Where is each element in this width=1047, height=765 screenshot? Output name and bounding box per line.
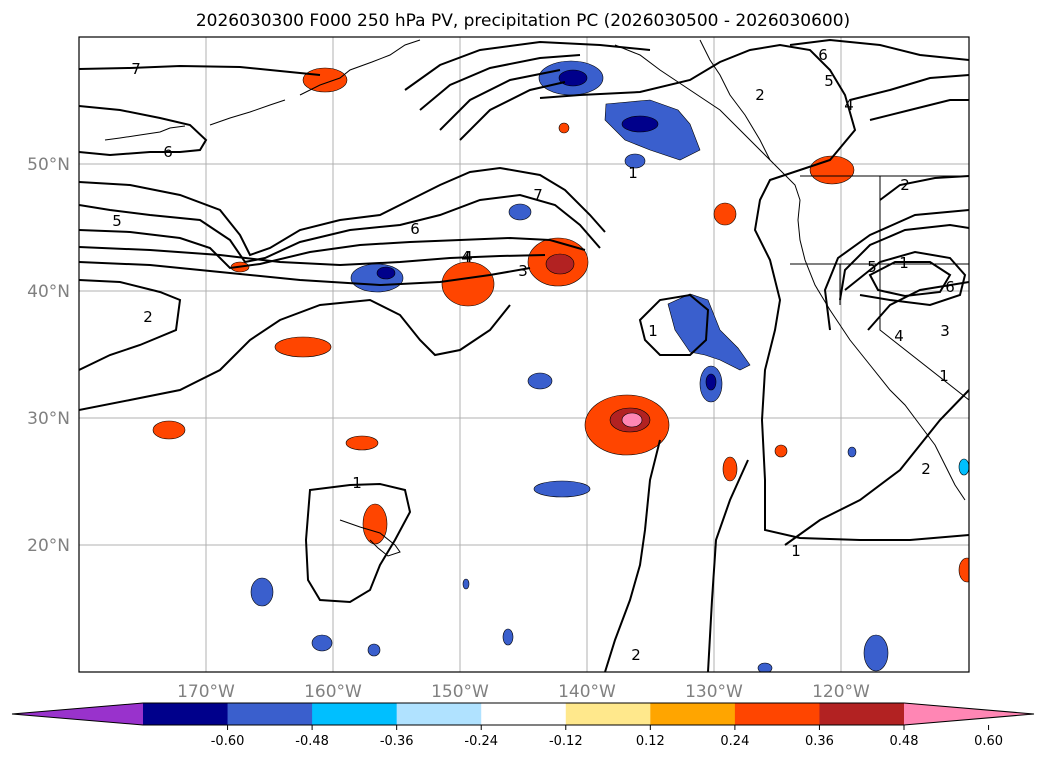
figure-title: 2026030300 F000 250 hPa PV, precipitatio… [196, 11, 850, 31]
contour-label: 4 [463, 248, 473, 266]
latitude-labels: 20°N 30°N 40°N 50°N [27, 155, 70, 556]
contour-label: 6 [410, 220, 420, 238]
contour-label: 1 [628, 164, 638, 182]
lat-label: 20°N [27, 536, 70, 556]
lon-label: 170°W [177, 682, 235, 702]
precip-positive-anomalies [152, 67, 969, 583]
colorbar-swatch [227, 703, 313, 725]
colorbar-swatch [565, 703, 651, 725]
lon-label: 130°W [685, 682, 743, 702]
colorbar-tick-label: -0.24 [464, 734, 498, 749]
contour-label: 2 [755, 86, 765, 104]
colorbar-swatch [819, 703, 905, 725]
map-area [79, 37, 969, 672]
lat-label: 30°N [27, 409, 70, 429]
colorbar-tick-label: 0.24 [720, 734, 749, 749]
colorbar-swatch [481, 703, 567, 725]
contour-label: 7 [533, 186, 543, 204]
colorbar-swatch [650, 703, 736, 725]
colorbar-swatch [312, 703, 398, 725]
contour-label: 7 [131, 60, 141, 78]
lon-label: 160°W [304, 682, 362, 702]
colorbar-tick-label: -0.60 [211, 734, 245, 749]
colorbar-tick-label: 0.12 [636, 734, 665, 749]
contour-label: 1 [899, 254, 909, 272]
colorbar-tick-label: 0.36 [805, 734, 834, 749]
contour-label: 2 [921, 460, 931, 478]
contour-label: 1 [939, 367, 949, 385]
contour-label: 4 [844, 96, 854, 114]
pv-contour-labels: 7 6 5 2 4 7 6 4 3 1 2 1 1 2 1 1 5 6 4 3 … [112, 46, 955, 664]
contour-label: 2 [900, 176, 910, 194]
contour-label: 6 [945, 278, 955, 296]
colorbar-swatch [396, 703, 482, 725]
colorbar-extend-max [904, 703, 1034, 725]
colorbar-tick-label: 0.60 [974, 734, 1003, 749]
longitude-labels: 170°W 160°W 150°W 140°W 130°W 120°W [177, 682, 870, 702]
contour-label: 1 [791, 542, 801, 560]
colorbar-tick-label: -0.36 [380, 734, 414, 749]
contour-label: 6 [818, 46, 828, 64]
pv-contours [79, 38, 969, 672]
contour-label: 2 [631, 646, 641, 664]
colorbar-outline [11, 702, 1035, 726]
colorbar: -0.60 -0.48 -0.36 -0.24 -0.12 0.12 0.24 0.36 0.4… [11, 702, 1035, 749]
contour-label: 1 [648, 322, 658, 340]
contour-label: 5 [824, 72, 834, 90]
map-frame [78, 36, 970, 673]
colorbar-tick-label: 0.48 [890, 734, 919, 749]
colorbar-tick-label: -0.12 [549, 734, 583, 749]
contour-label: 5 [867, 258, 877, 276]
colorbar-swatch [143, 703, 229, 725]
contour-label: 3 [518, 262, 528, 280]
contour-label: 4 [461, 248, 471, 266]
colorbar-extend-min [12, 703, 143, 725]
contour-label: 5 [112, 212, 122, 230]
precip-negative-anomalies [250, 60, 969, 672]
lat-label: 50°N [27, 155, 70, 175]
colorbar-tick-label: -0.48 [295, 734, 329, 749]
lon-label: 140°W [558, 682, 616, 702]
contour-label: 6 [163, 143, 173, 161]
contour-label: 4 [894, 327, 904, 345]
colorbar-swatch [734, 703, 820, 725]
contour-label: 3 [940, 322, 950, 340]
lon-label: 120°W [812, 682, 870, 702]
lat-label: 40°N [27, 282, 70, 302]
contour-label: 2 [143, 308, 153, 326]
contour-label: 1 [352, 474, 362, 492]
lon-label: 150°W [431, 682, 489, 702]
